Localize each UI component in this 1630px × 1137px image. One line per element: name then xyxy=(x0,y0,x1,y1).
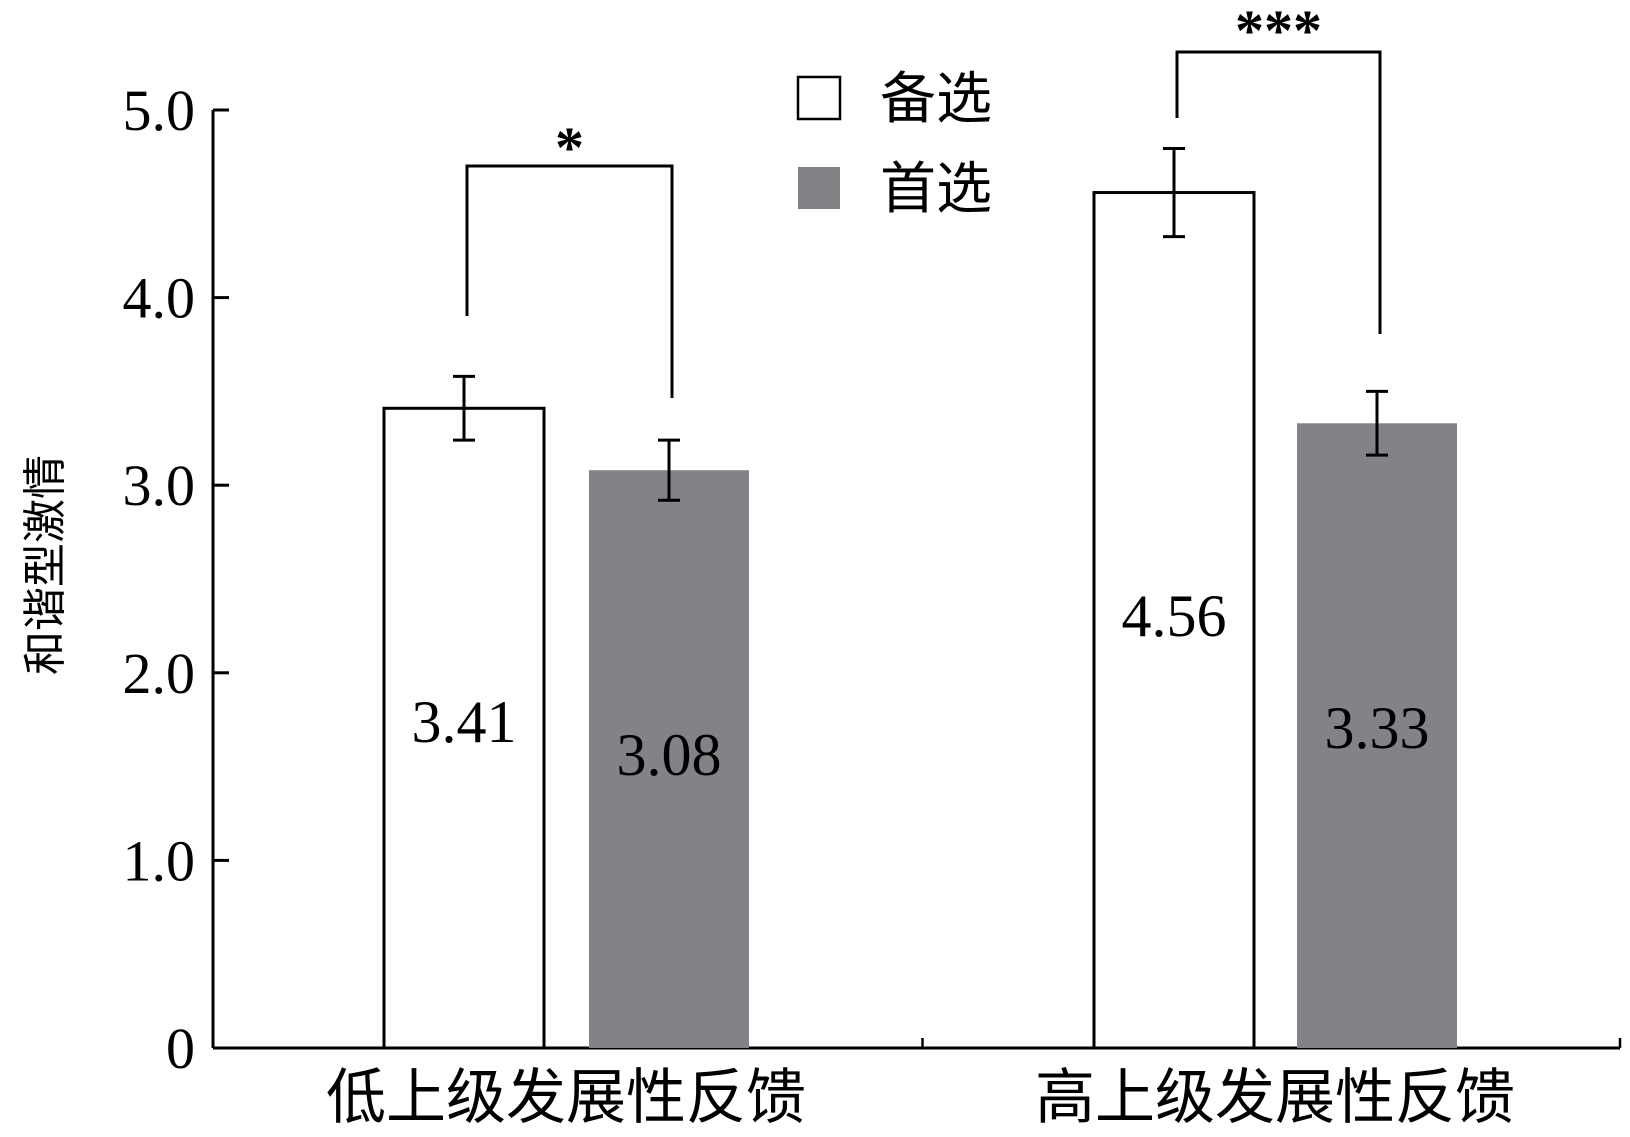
y-ticks: 0 1.0 2.0 3.0 4.0 5.0 xyxy=(123,78,229,1081)
y-tick-label: 3.0 xyxy=(123,453,196,518)
y-tick-label: 4.0 xyxy=(123,266,196,331)
legend-label-series-0: 备选 xyxy=(880,67,992,132)
y-tick-label: 1.0 xyxy=(123,828,196,893)
y-tick-label: 0 xyxy=(166,1016,195,1081)
significance-bracket xyxy=(1175,50,1382,334)
bar-1-0 xyxy=(1092,191,1256,1050)
y-axis-label: 和谐型激情 xyxy=(20,455,71,675)
y-tick-label: 2.0 xyxy=(123,641,196,706)
data-label: 3.08 xyxy=(617,722,722,788)
significance-bracket xyxy=(465,164,674,398)
legend-label-series-1: 首选 xyxy=(880,157,992,222)
bar-1-1 xyxy=(1297,423,1457,1048)
x-tick-labels: 低上级发展性反馈 高上级发展性反馈 xyxy=(326,1063,1515,1133)
bar-0-1 xyxy=(589,470,749,1048)
error-bars xyxy=(453,146,1388,502)
x-tick-label: 高上级发展性反馈 xyxy=(1035,1063,1515,1133)
y-tick-label: 5.0 xyxy=(123,78,196,143)
data-label: 4.56 xyxy=(1122,583,1227,649)
data-label: 3.33 xyxy=(1325,695,1430,761)
significance-marker: * xyxy=(555,115,584,180)
significance-brackets: **** xyxy=(465,0,1382,398)
bar-0-0 xyxy=(382,406,546,1050)
data-label: 3.41 xyxy=(412,689,517,755)
legend: 备选 首选 xyxy=(796,67,992,222)
significance-marker: *** xyxy=(1235,0,1322,63)
x-tick-label: 低上级发展性反馈 xyxy=(326,1063,806,1133)
legend-swatch-series-0 xyxy=(796,75,842,121)
bars: 3.41 4.56 3.08 3.33 xyxy=(382,191,1457,1050)
legend-swatch-series-1 xyxy=(798,167,840,209)
